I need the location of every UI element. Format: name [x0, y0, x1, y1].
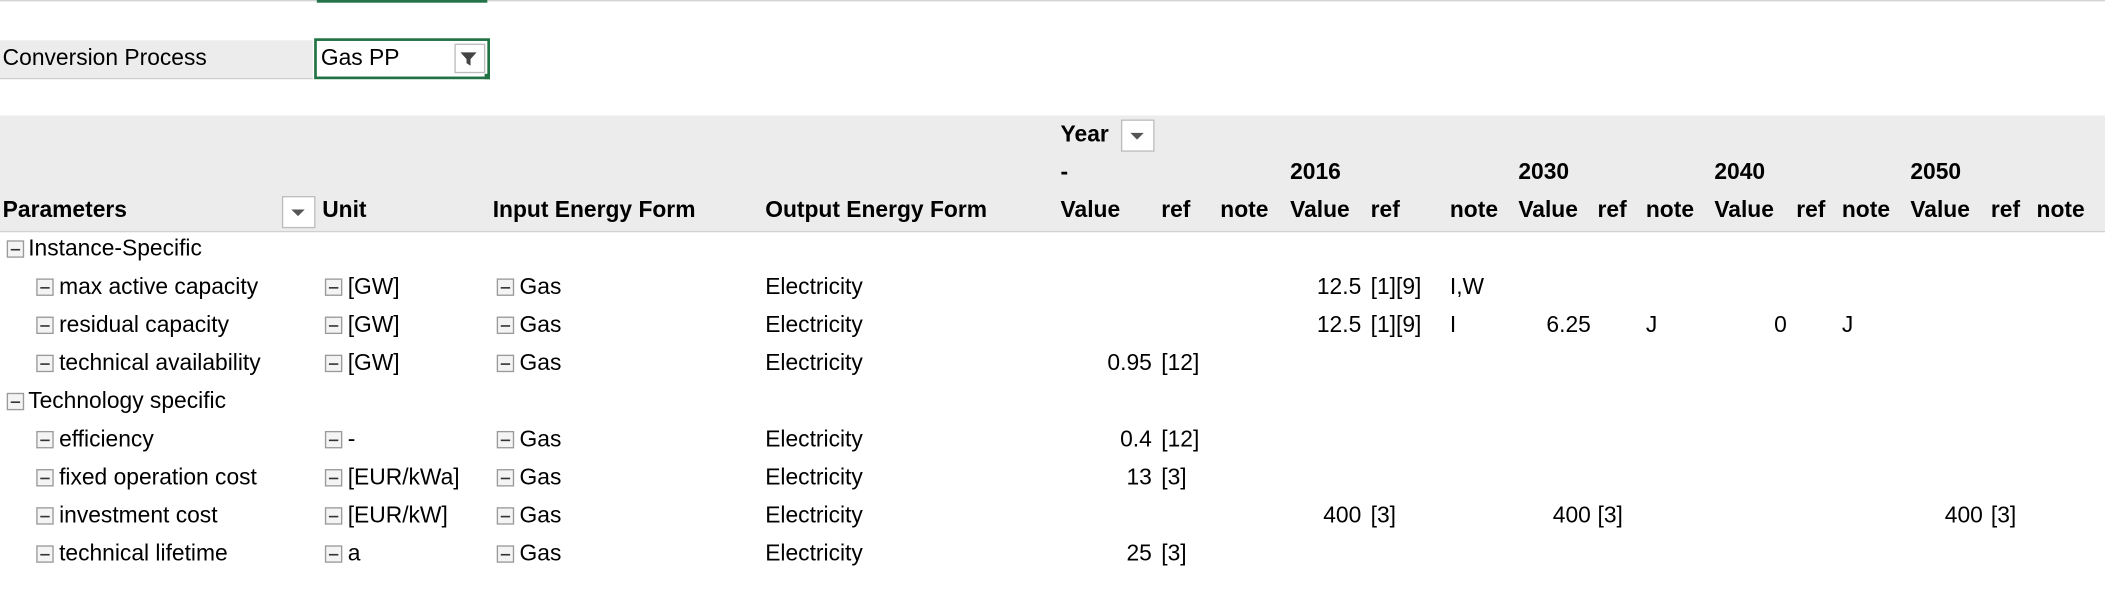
dropdown-arrow	[1130, 132, 1144, 140]
input-energy: Gas	[520, 425, 562, 451]
subcolumn-header: Value	[1910, 196, 1970, 222]
ref-cell: [1][9]	[1371, 311, 1422, 337]
input-energy: Gas	[520, 540, 562, 566]
subcolumn-header: note	[1842, 196, 1890, 222]
parameter: technical lifetime	[59, 540, 228, 566]
filter-icon	[460, 52, 477, 66]
input-energy: Gas	[520, 349, 562, 375]
value-cell: 400	[1553, 502, 1591, 528]
value-cell: 0.95	[1107, 349, 1151, 375]
output-energy: Electricity	[765, 349, 863, 375]
year-dropdown[interactable]	[1120, 119, 1155, 152]
unit: a	[348, 540, 361, 566]
subcolumn-header: ref	[1371, 196, 1401, 222]
year-field-label: Year	[1061, 121, 1109, 147]
ref-cell: [12]	[1161, 349, 1199, 375]
parameters-dropdown[interactable]	[281, 196, 316, 229]
unit: [GW]	[348, 349, 400, 375]
subcolumn-header: Value	[1290, 196, 1350, 222]
unit: [EUR/kW]	[348, 502, 448, 528]
note-cell: I,W	[1450, 273, 1485, 299]
subcolumn-header: note	[2037, 196, 2085, 222]
input-energy: Gas	[520, 464, 562, 490]
value-cell: 12.5	[1317, 311, 1361, 337]
ref-cell: [1][9]	[1371, 273, 1422, 299]
note-cell: J	[1842, 311, 1853, 337]
subcolumn-header: ref	[1161, 196, 1191, 222]
parameters-dropdown-box[interactable]	[281, 196, 316, 229]
active-column-marker	[316, 0, 488, 3]
ref-cell: [3]	[1598, 502, 1623, 528]
output-energy: Electricity	[765, 425, 863, 451]
unit: [GW]	[348, 311, 400, 337]
year-header: 2030	[1518, 158, 1569, 184]
subcolumn-header: ref	[1796, 196, 1826, 222]
value-cell: 6.25	[1546, 311, 1590, 337]
value-cell: 0.4	[1120, 425, 1152, 451]
year-header: 2016	[1290, 158, 1341, 184]
subcolumn-header: Value	[1518, 196, 1578, 222]
parameter: efficiency	[59, 425, 154, 451]
subcolumn-header: ref	[1991, 196, 2021, 222]
subcolumn-header: note	[1220, 196, 1268, 222]
ref-cell: [3]	[1161, 540, 1186, 566]
subcolumn-header: Value	[1061, 196, 1121, 222]
parameter: investment cost	[59, 502, 218, 528]
ref-cell: [12]	[1161, 425, 1199, 451]
fill-handle	[484, 73, 491, 80]
value-cell: 13	[1126, 464, 1151, 490]
dropdown-arrow	[291, 209, 305, 217]
value-cell: 12.5	[1317, 273, 1361, 299]
row-field-header: Input Energy Form	[493, 196, 696, 222]
year-header: 2050	[1910, 158, 1961, 184]
output-energy: Electricity	[765, 540, 863, 566]
unit: -	[348, 425, 356, 451]
header-band	[0, 115, 2105, 231]
note-cell: J	[1646, 311, 1657, 337]
filter-value: Gas PP	[321, 44, 400, 70]
unit: [EUR/kWa]	[348, 464, 460, 490]
unit: [GW]	[348, 273, 400, 299]
output-energy: Electricity	[765, 273, 863, 299]
filter-button-box[interactable]	[454, 43, 486, 74]
subcolumn-header: note	[1450, 196, 1498, 222]
note-cell: I	[1450, 311, 1456, 337]
year-header: -	[1061, 158, 1069, 184]
input-energy: Gas	[520, 311, 562, 337]
subcolumn-header: Value	[1714, 196, 1774, 222]
ref-cell: [3]	[1371, 502, 1396, 528]
subcolumn-header: ref	[1598, 196, 1628, 222]
filter-label-cell	[0, 40, 313, 78]
group-label: Instance-Specific	[28, 235, 202, 261]
value-cell: 0	[1774, 311, 1787, 337]
output-energy: Electricity	[765, 311, 863, 337]
group-label: Technology specific	[28, 387, 226, 413]
value-cell: 400	[1945, 502, 1983, 528]
row-field-header: Parameters	[3, 196, 127, 222]
value-cell: 400	[1323, 502, 1361, 528]
filter-button[interactable]	[454, 43, 486, 74]
input-energy: Gas	[520, 502, 562, 528]
parameter: residual capacity	[59, 311, 230, 337]
output-energy: Electricity	[765, 502, 863, 528]
value-cell: 25	[1126, 540, 1151, 566]
ref-cell: [3]	[1991, 502, 2016, 528]
parameter: max active capacity	[59, 273, 259, 299]
ref-cell: [3]	[1161, 464, 1186, 490]
output-energy: Electricity	[765, 464, 863, 490]
input-energy: Gas	[520, 273, 562, 299]
row-field-header: Output Energy Form	[765, 196, 987, 222]
parameter: technical availability	[59, 349, 261, 375]
parameter: fixed operation cost	[59, 464, 257, 490]
subcolumn-header: note	[1646, 196, 1694, 222]
row-field-header: Unit	[322, 196, 367, 222]
year-header: 2040	[1714, 158, 1765, 184]
filter-label: Conversion Process	[3, 44, 207, 70]
